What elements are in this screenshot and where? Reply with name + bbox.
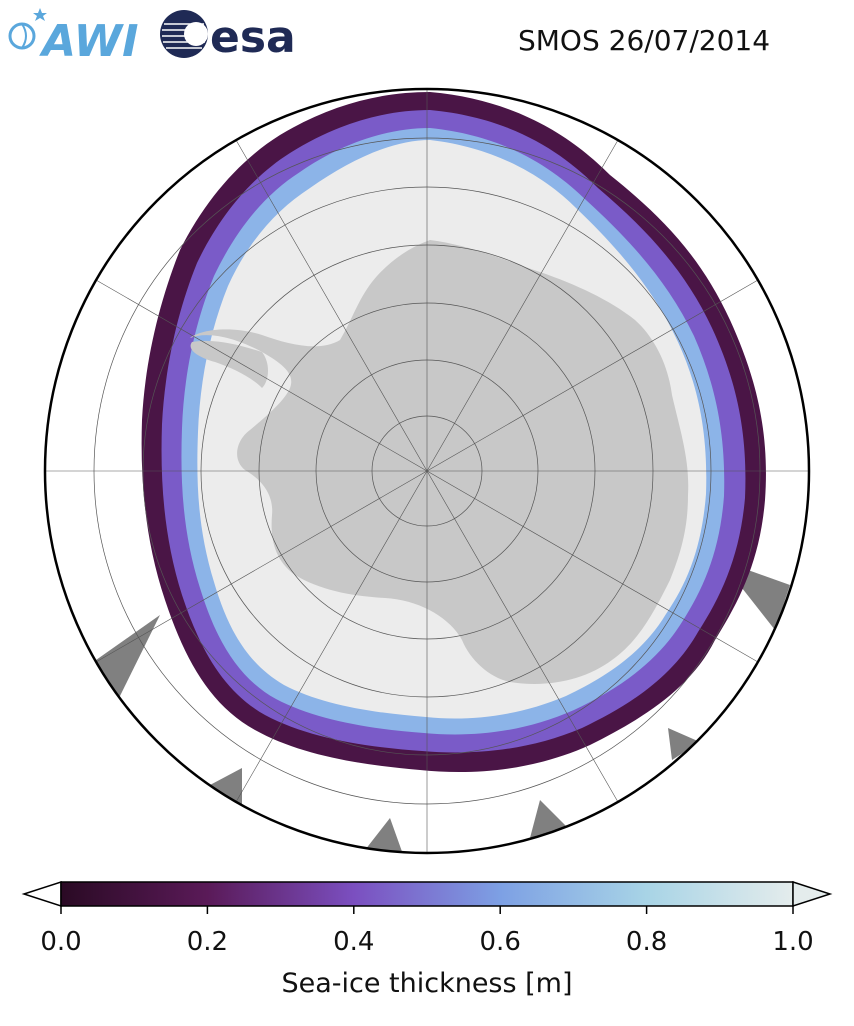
- esa-logo: esa: [160, 10, 296, 63]
- colorbar-ticks: 0.0 0.2 0.4 0.6 0.8 1.0: [40, 906, 814, 957]
- colorbar-extend-high: [792, 880, 833, 908]
- colorbar-gradient: [60, 881, 794, 907]
- awi-logo: AWI: [8, 8, 139, 67]
- polar-map: [43, 87, 811, 855]
- colorbar: 0.0 0.2 0.4 0.6 0.8 1.0 Sea-ice thickness [m]: [21, 880, 833, 999]
- awi-logo-text: AWI: [39, 16, 139, 67]
- awi-globe-icon: [8, 22, 36, 50]
- colorbar-tick-label: 0.0: [40, 927, 81, 957]
- colorbar-extend-low: [21, 880, 62, 908]
- colorbar-tick-label: 0.8: [626, 927, 667, 957]
- antarctic-peninsula: [190, 340, 268, 388]
- colorbar-tick-label: 0.2: [187, 927, 228, 957]
- colorbar-tick-label: 1.0: [772, 927, 813, 957]
- colorbar-tick-label: 0.6: [480, 927, 521, 957]
- meridians: [45, 89, 809, 853]
- map-boundary: [43, 87, 811, 855]
- colorbar-tick-label: 0.4: [333, 927, 374, 957]
- logos: AWI esa: [8, 8, 296, 67]
- awi-star-icon: [33, 8, 47, 21]
- colorbar-label: Sea-ice thickness [m]: [281, 968, 572, 999]
- map-title: SMOS 26/07/2014: [518, 24, 771, 57]
- esa-logo-text: esa: [210, 12, 296, 63]
- antarctica-land: [190, 240, 689, 684]
